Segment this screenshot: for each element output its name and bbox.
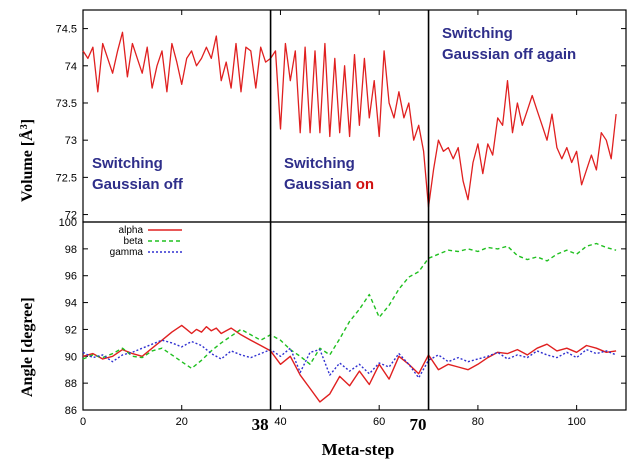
annotation-off-line1: Switching <box>92 155 163 172</box>
volume-y-axis-label-main: Volume [ <box>19 141 36 202</box>
volume-y-axis-label-end: ] <box>19 119 36 124</box>
alpha-line <box>82 324 617 403</box>
x-tick-label: 80 <box>472 416 484 428</box>
volume-y-tick-label: 74.5 <box>56 24 77 36</box>
angle-series <box>82 242 617 403</box>
volume-y-tick-label: 73.5 <box>56 98 77 110</box>
volume-y-tick-label: 72.5 <box>56 172 77 184</box>
angle-y-tick-label: 98 <box>65 244 77 256</box>
angle-y-axis-label: Angle [degree] <box>19 297 36 397</box>
angle-y-tick-label: 88 <box>65 378 77 390</box>
volume-line <box>82 31 617 208</box>
angle-y-tick-label: 100 <box>59 217 77 229</box>
volume-series <box>82 31 617 208</box>
annotation-on-line1: Switching <box>284 155 355 172</box>
angle-y-tick-label: 90 <box>65 351 77 363</box>
beta-line <box>82 242 617 370</box>
x-tick-label: 20 <box>176 416 188 428</box>
x-tick-label: 100 <box>567 416 585 428</box>
x-axis-label: Meta-step <box>322 440 395 459</box>
legend-label-gamma: gamma <box>110 247 144 258</box>
angle-y-ticks: 86 88 90 92 94 96 98 100 <box>59 217 626 417</box>
volume-y-ticks: 72 72.5 73 73.5 74 74.5 <box>56 24 626 222</box>
legend-label-alpha: alpha <box>119 225 144 236</box>
annotation-on-line2-a: Gaussian <box>284 176 356 193</box>
volume-y-tick-label: 72 <box>65 210 77 222</box>
annotation-again-line1: Switching <box>442 25 513 42</box>
x-tick-label: 60 <box>373 416 385 428</box>
angle-y-tick-label: 86 <box>65 405 77 417</box>
annotation-again-line2: Gaussian off again <box>442 46 576 63</box>
angle-y-tick-label: 92 <box>65 324 77 336</box>
angle-y-tick-label: 94 <box>65 298 77 310</box>
volume-y-axis-label: Volume [Å3] <box>18 119 36 202</box>
angle-plot-frame <box>82 221 627 411</box>
x-tick-label: 40 <box>274 416 286 428</box>
volume-y-tick-label: 74 <box>65 61 77 73</box>
x-tick-label: 0 <box>80 416 86 428</box>
angle-y-tick-label: 96 <box>65 271 77 283</box>
divider-step-label: 70 <box>410 415 427 434</box>
annotation-on-line2: Gaussian on <box>284 176 374 193</box>
volume-y-tick-label: 73 <box>65 135 77 147</box>
volume-y-axis-label-sup: 3 <box>19 124 30 129</box>
gamma-line <box>82 339 617 379</box>
phase-divider-lines: 38 70 <box>252 10 430 434</box>
divider-step-label: 38 <box>252 415 269 434</box>
legend-label-beta: beta <box>124 236 144 247</box>
angle-x-ticks: 0 20 40 60 80 100 <box>80 10 586 428</box>
volume-y-axis-label-unit: Å <box>18 129 36 141</box>
annotation-on-word: on <box>356 176 374 193</box>
annotation-off-line2: Gaussian off <box>92 176 184 193</box>
